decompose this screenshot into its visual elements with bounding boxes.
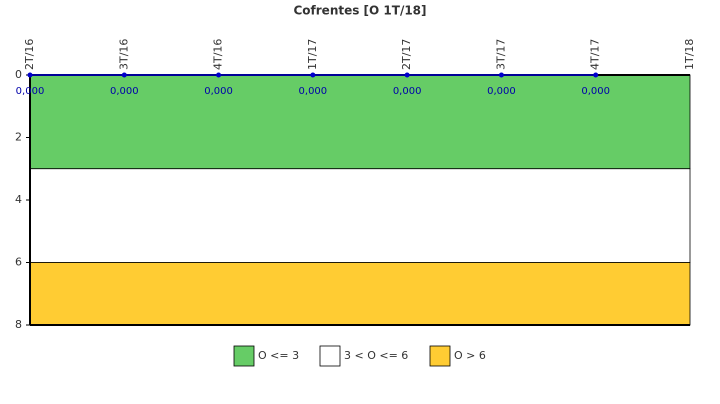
value-label: 0,000	[581, 86, 610, 97]
y-tick-label: 6	[15, 256, 22, 269]
data-point	[593, 72, 599, 78]
value-label: 0,000	[299, 86, 328, 97]
legend-label: 3 < O <= 6	[344, 349, 408, 362]
y-tick-label: 0	[15, 68, 22, 81]
x-tick-label: 1T/17	[306, 39, 319, 70]
band	[29, 74, 691, 170]
data-point	[498, 72, 504, 78]
data-point	[404, 72, 410, 78]
x-tick-label: 4T/16	[212, 39, 225, 70]
data-point	[216, 72, 222, 78]
y-tick-label: 8	[15, 318, 22, 331]
data-point	[310, 72, 316, 78]
chart-title: Cofrentes [O 1T/18]	[293, 4, 426, 18]
value-label: 0,000	[393, 86, 422, 97]
value-label: 0,000	[204, 86, 233, 97]
value-label: 0,000	[110, 86, 139, 97]
x-tick-label: 4T/17	[589, 39, 602, 70]
legend-label: O <= 3	[258, 349, 299, 362]
x-tick-label: 1T/18	[683, 39, 696, 70]
value-label: 0,000	[16, 86, 45, 97]
y-tick-label: 2	[15, 131, 22, 144]
x-tick-label: 2T/17	[400, 39, 413, 70]
x-tick-label: 2T/16	[23, 39, 36, 70]
band	[29, 168, 691, 263]
legend-label: O > 6	[454, 349, 486, 362]
legend-swatch	[233, 345, 255, 367]
x-tick-label: 3T/17	[494, 39, 507, 70]
y-tick-label: 4	[15, 193, 22, 206]
value-label: 0,000	[487, 86, 516, 97]
legend-swatch	[429, 345, 451, 367]
data-point	[121, 72, 127, 78]
data-point	[27, 72, 33, 78]
legend-swatch	[319, 345, 341, 367]
band	[29, 262, 691, 326]
x-tick-label: 3T/16	[117, 39, 130, 70]
